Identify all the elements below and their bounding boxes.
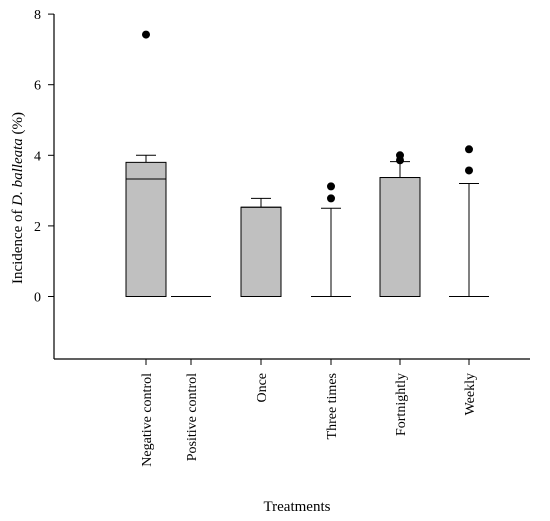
x-axis-title: Treatments xyxy=(264,499,331,515)
box-group xyxy=(311,182,351,297)
y-axis-title-plain: Incidence of xyxy=(10,206,26,284)
outlier-point xyxy=(465,145,473,154)
outlier-point xyxy=(465,166,473,175)
y-axis-title: Incidence of D. balleata (%) xyxy=(10,112,26,284)
box-group xyxy=(449,145,489,297)
x-tick-label: Negative control xyxy=(140,373,155,467)
y-tick-label: 0 xyxy=(34,291,41,306)
box-body xyxy=(240,206,282,297)
y-axis-ticks: 0 2 4 6 8 xyxy=(34,8,54,306)
box-group xyxy=(125,30,167,297)
x-tick-label: Positive control xyxy=(185,373,200,461)
box-group xyxy=(379,151,421,297)
x-tick-label: Weekly xyxy=(463,373,478,415)
y-tick-label: 2 xyxy=(34,220,41,235)
y-tick-label: 6 xyxy=(34,79,41,94)
outlier-point xyxy=(142,30,150,39)
box-group xyxy=(240,197,282,297)
box-series xyxy=(125,30,489,297)
box-body xyxy=(379,177,421,297)
x-axis-ticks: Negative control Positive control Once Thre… xyxy=(140,359,478,467)
box-body xyxy=(125,161,167,297)
plot-frame xyxy=(53,14,530,360)
x-tick-label: Once xyxy=(255,373,270,403)
y-tick-label: 4 xyxy=(34,149,41,164)
x-tick-label: Fortnightly xyxy=(394,373,409,436)
outlier-point xyxy=(396,151,404,160)
outlier-point xyxy=(327,182,335,191)
x-tick-label: Three times xyxy=(325,373,340,439)
y-axis-title-species: D. balleata xyxy=(10,138,26,207)
y-tick-label: 8 xyxy=(34,8,41,23)
outlier-point xyxy=(327,194,335,203)
y-axis-title-unit: (%) xyxy=(10,112,26,138)
